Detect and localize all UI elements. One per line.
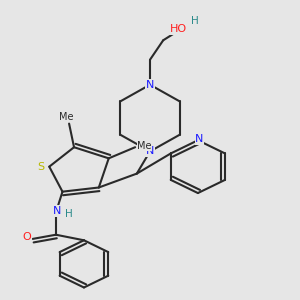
Text: S: S [38,162,45,172]
Text: O: O [22,232,31,242]
Text: H: H [191,16,199,26]
Text: N: N [146,80,154,90]
Text: N: N [146,146,154,156]
Text: Me: Me [58,112,73,122]
Text: H: H [64,209,72,219]
Text: HO: HO [169,24,187,34]
Text: N: N [195,134,204,144]
Text: N: N [53,206,62,216]
Text: Me: Me [137,141,152,151]
